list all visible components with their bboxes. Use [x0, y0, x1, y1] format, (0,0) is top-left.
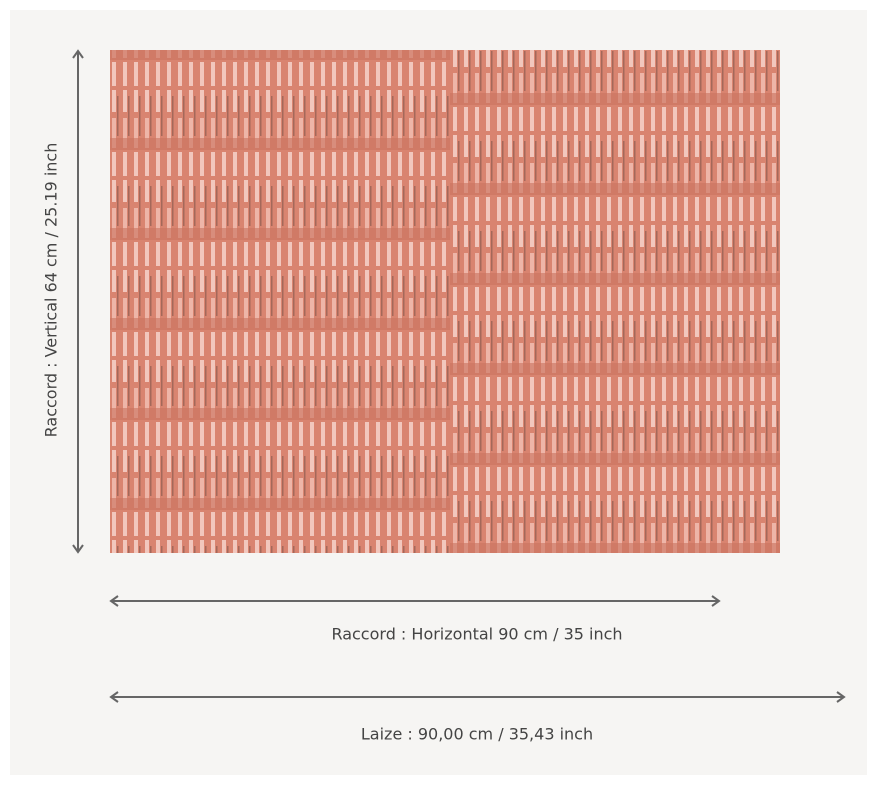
pattern-left	[110, 50, 450, 553]
width-label: Laize : 90,00 cm / 35,43 inch	[361, 725, 593, 744]
pattern-right	[450, 50, 780, 553]
horizontal-label: Raccord : Horizontal 90 cm / 35 inch	[331, 625, 622, 644]
arrows	[72, 49, 846, 703]
vertical-label: Raccord : Vertical 64 cm / 25.19 inch	[42, 143, 61, 438]
